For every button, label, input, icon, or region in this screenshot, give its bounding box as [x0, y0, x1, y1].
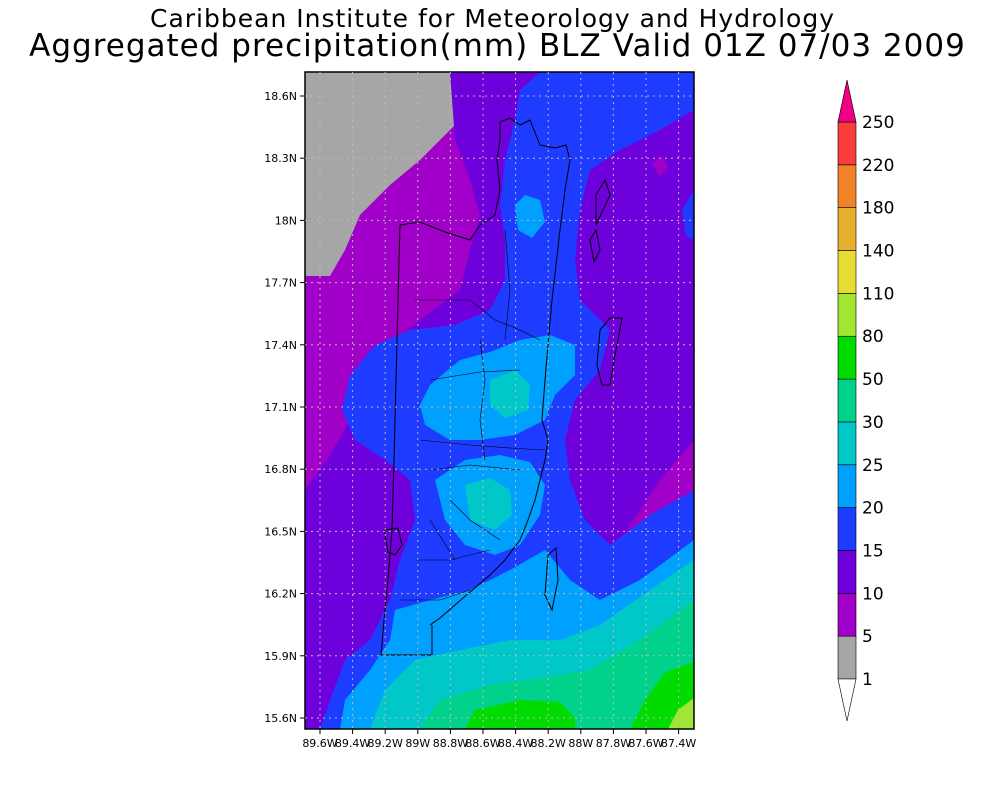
colorbar-label: 1 — [862, 670, 873, 690]
colorbar-swatch — [837, 635, 857, 680]
colorbar-swatch — [837, 250, 857, 294]
shade-25-30-south — [465, 478, 512, 530]
colorbar-swatch — [837, 464, 857, 508]
lon-tick-label: 89.6W — [302, 737, 337, 750]
colorbar-swatch — [837, 335, 857, 380]
colorbar-swatch — [837, 293, 857, 337]
lat-tick-label: 17.1N — [264, 401, 297, 414]
lat-tick-label: 18N — [275, 214, 297, 227]
lat-tick-label: 18.6N — [264, 90, 297, 103]
colorbar-label: 50 — [862, 370, 884, 390]
colorbar-swatch — [837, 507, 857, 551]
colorbar-label: 220 — [862, 156, 894, 176]
colorbar-swatch — [837, 593, 857, 637]
lon-tick-label: 87.4W — [661, 737, 696, 750]
latitude-axis: 18.6N 18.3N 18N 17.7N 17.4N 17.1N 16.8N 16.5N 16… — [264, 90, 305, 725]
shade-30-50 — [420, 600, 694, 729]
shade-50-80-west — [465, 700, 575, 729]
lat-tick-label: 16.8N — [264, 463, 297, 476]
colorbar-label: 80 — [862, 327, 884, 347]
colorbar-swatch — [837, 421, 857, 466]
lon-tick-label: 89.4W — [335, 737, 370, 750]
lon-tick-label: 89W — [405, 737, 430, 750]
lat-tick-label: 17.7N — [264, 277, 297, 290]
coastline — [380, 117, 623, 656]
colorbar-label: 10 — [862, 584, 884, 604]
colorbar-swatch — [837, 550, 857, 594]
shade-25-30-central — [490, 370, 530, 418]
lon-tick-label: 88.2W — [531, 737, 566, 750]
colorbar-label: 15 — [862, 541, 884, 561]
colorbar-swatch — [837, 207, 857, 251]
lon-tick-label: 87.8W — [596, 737, 631, 750]
colorbar-swatch — [837, 121, 857, 166]
lon-tick-label: 88.6W — [465, 737, 500, 750]
colorbar-label: 140 — [862, 242, 894, 262]
colorbar-label: 5 — [862, 627, 873, 647]
shade-20-25-north — [515, 195, 545, 238]
title-line-1: Caribbean Institute for Meteorology and … — [150, 4, 835, 33]
shade-80-110 — [668, 698, 694, 729]
shade-5-10-east-spot — [652, 155, 668, 176]
colorbar-swatch — [837, 378, 857, 423]
precip-field — [305, 72, 694, 729]
colorbar-label: 25 — [862, 456, 884, 476]
colorbar-swatch — [837, 164, 857, 208]
lat-tick-label: 16.2N — [264, 588, 297, 601]
lat-tick-label: 15.6N — [264, 712, 297, 725]
lat-tick-label: 18.3N — [264, 152, 297, 165]
lat-tick-label: 17.4N — [264, 339, 297, 352]
shade-1-5-north — [305, 72, 500, 276]
lat-tick-label: 15.9N — [264, 650, 297, 663]
colorbar-label: 180 — [862, 199, 894, 219]
colorbar-low-arrow — [837, 678, 857, 722]
colorbar-high-arrow — [837, 79, 857, 123]
lat-tick-label: 16.5N — [264, 525, 297, 538]
lon-tick-label: 87.6W — [628, 737, 663, 750]
lon-tick-label: 88.8W — [433, 737, 468, 750]
lon-tick-label: 88W — [568, 737, 593, 750]
shade-15-20-east — [682, 190, 694, 240]
title-line-2: Aggregated precipitation(mm) BLZ Valid 0… — [29, 28, 966, 64]
colorbar-label: 30 — [862, 413, 884, 433]
lon-tick-label: 89.2W — [368, 737, 403, 750]
colorbar-label: 250 — [862, 113, 894, 133]
graticule — [305, 72, 694, 729]
map-frame — [304, 71, 695, 730]
colorbar-label: 20 — [862, 499, 884, 519]
colorbar-label: 110 — [862, 284, 894, 304]
lon-tick-label: 88.4W — [498, 737, 533, 750]
